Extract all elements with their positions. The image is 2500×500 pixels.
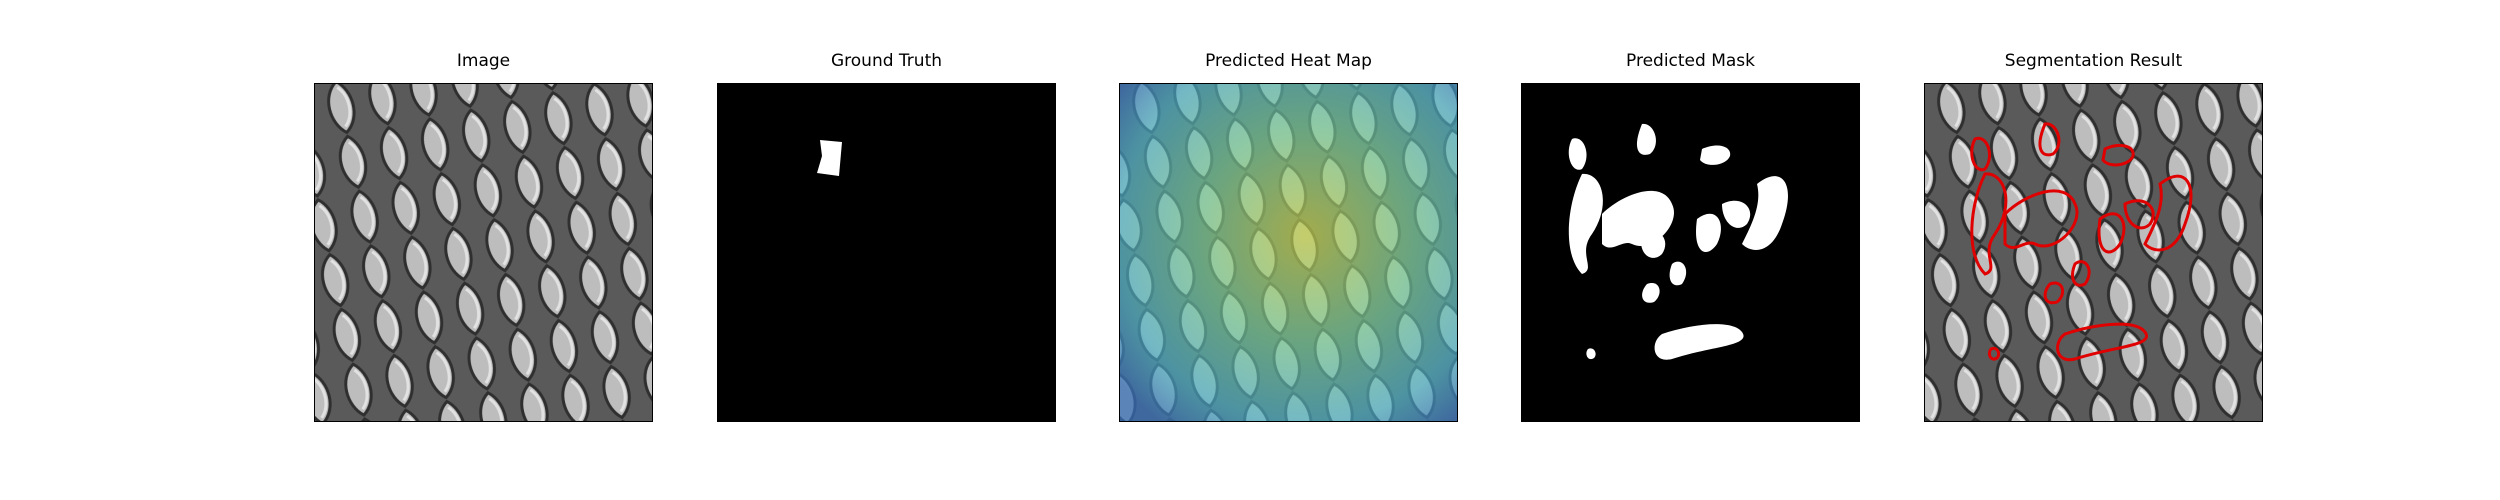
panel-title-image: Image bbox=[456, 51, 511, 71]
image-frame bbox=[314, 83, 653, 422]
segmentation-result-image bbox=[1925, 84, 2262, 421]
heat-map-frame bbox=[1119, 83, 1458, 422]
predicted-mask-regions bbox=[1568, 123, 1788, 360]
ground-truth-frame bbox=[717, 83, 1056, 422]
panel-title-segmentation-result: Segmentation Result bbox=[2004, 51, 2183, 71]
panel-title-ground-truth: Ground Truth bbox=[830, 51, 943, 71]
ground-truth-mask bbox=[718, 84, 1055, 421]
segmentation-result-frame bbox=[1924, 83, 2263, 422]
segmentation-contours bbox=[1970, 122, 2193, 362]
panel-title-heat-map: Predicted Heat Map bbox=[1205, 51, 1372, 71]
predicted-mask bbox=[1522, 84, 1859, 421]
panel-title-predicted-mask: Predicted Mask bbox=[1626, 51, 1755, 71]
predicted-mask-frame bbox=[1521, 83, 1860, 422]
ground-truth-region bbox=[817, 140, 842, 176]
heat-map-image bbox=[1120, 84, 1457, 421]
texture-image bbox=[315, 84, 652, 421]
